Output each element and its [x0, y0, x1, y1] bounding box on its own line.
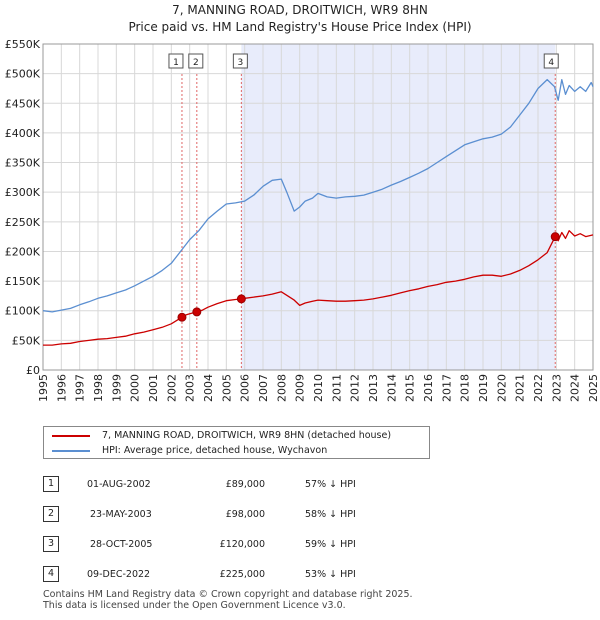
- x-tick-label: 1998: [92, 374, 105, 402]
- x-tick-label: 2025: [587, 374, 600, 402]
- y-tick-label: £550K: [5, 38, 41, 51]
- x-tick-label: 2013: [367, 374, 380, 402]
- transaction-hpi-diff: 53% ↓ HPI: [305, 569, 356, 580]
- sale-4-marker: 4: [543, 53, 559, 69]
- sale-4-marker-label: 4: [548, 58, 554, 68]
- sale-2-marker-box: [188, 53, 204, 69]
- sale-3-point: [236, 294, 246, 304]
- x-tick-label: 1997: [74, 374, 87, 402]
- x-tick-label: 2005: [220, 374, 233, 402]
- x-tick-label: 1999: [110, 374, 123, 402]
- legend-item-property: 7, MANNING ROAD, DROITWICH, WR9 8HN (det…: [52, 429, 391, 443]
- x-tick-label: 2017: [440, 374, 453, 402]
- x-tick-label: 2016: [422, 374, 435, 402]
- legend-label-hpi: HPI: Average price, detached house, Wych…: [102, 445, 328, 456]
- sale-1-point: [177, 312, 187, 322]
- sale-2-marker-label: 2: [193, 58, 199, 68]
- y-tick-label: £300K: [5, 186, 41, 199]
- transaction-date: 09-DEC-2022: [87, 569, 151, 580]
- table-row: 4 09-DEC-2022 £225,000 53% ↓ HPI: [43, 566, 403, 582]
- sale-4-point: [550, 232, 560, 242]
- x-tick-label: 2000: [129, 374, 142, 402]
- transaction-date: 23-MAY-2003: [90, 509, 152, 520]
- sale-1-marker-label: 1: [173, 58, 179, 68]
- y-tick-label: £150K: [5, 275, 41, 288]
- x-tick-label: 2009: [294, 374, 307, 402]
- transaction-number: 4: [43, 566, 59, 582]
- table-row: 1 01-AUG-2002 £89,000 57% ↓ HPI: [43, 476, 403, 492]
- transaction-price: £120,000: [219, 539, 265, 550]
- hpi-series-line: [42, 78, 594, 313]
- x-tick-label: 2010: [312, 374, 325, 402]
- sale-2-marker: 2: [188, 53, 204, 69]
- sale-3-marker-label: 3: [237, 58, 243, 68]
- transaction-hpi-diff: 58% ↓ HPI: [305, 509, 356, 520]
- sale-1-marker-box: [168, 53, 184, 69]
- transaction-number: 2: [43, 506, 59, 522]
- chart-title: 7, MANNING ROAD, DROITWICH, WR9 8HN Pric…: [0, 2, 600, 36]
- title-line-2: Price paid vs. HM Land Registry's House …: [128, 20, 472, 34]
- title-line-1: 7, MANNING ROAD, DROITWICH, WR9 8HN: [172, 3, 428, 17]
- y-tick-label: £200K: [5, 245, 41, 258]
- x-tick-label: 2002: [165, 374, 178, 402]
- x-tick-label: 2024: [569, 374, 582, 402]
- x-tick-label: 2019: [477, 374, 490, 402]
- legend-swatch-hpi: [52, 449, 90, 452]
- x-tick-label: 2020: [495, 374, 508, 402]
- y-tick-label: £500K: [5, 68, 41, 81]
- transaction-date: 28-OCT-2005: [90, 539, 153, 550]
- legend-label-property: 7, MANNING ROAD, DROITWICH, WR9 8HN (det…: [102, 430, 392, 441]
- ownership-shading: [241, 44, 556, 370]
- footer-copyright: Contains HM Land Registry data © Crown c…: [43, 589, 413, 600]
- property-series-line: [43, 230, 594, 346]
- y-tick-label: £100K: [5, 305, 41, 318]
- x-tick-label: 2004: [202, 374, 215, 402]
- x-tick-label: 2018: [459, 374, 472, 402]
- footer-license: This data is licensed under the Open Gov…: [43, 600, 346, 611]
- table-row: 3 28-OCT-2005 £120,000 59% ↓ HPI: [43, 536, 403, 552]
- x-tick-label: 2003: [184, 374, 197, 402]
- x-tick-label: 2023: [550, 374, 563, 402]
- price-chart: £0 £50K £100K £150K £200K £250K £300K £350K £400…: [5, 38, 600, 402]
- sale-2-point: [192, 307, 202, 317]
- transaction-hpi-diff: 57% ↓ HPI: [305, 479, 356, 490]
- sale-1-marker: 1: [168, 53, 184, 69]
- legend-swatch-property: [52, 434, 90, 437]
- x-tick-label: 2006: [239, 374, 252, 402]
- y-tick-label: £350K: [5, 157, 41, 170]
- transaction-price: £98,000: [225, 509, 265, 520]
- transaction-number: 1: [43, 476, 59, 492]
- y-tick-label: £400K: [5, 127, 41, 140]
- sale-4-marker-box: [543, 53, 559, 69]
- table-row: 2 23-MAY-2003 £98,000 58% ↓ HPI: [43, 506, 403, 522]
- sale-3-marker: 3: [232, 53, 248, 69]
- x-tick-label: 2014: [385, 374, 398, 402]
- y-tick-label: £250K: [5, 216, 41, 229]
- transaction-price: £89,000: [225, 479, 265, 490]
- sale-3-marker-box: [232, 53, 248, 69]
- legend-item-hpi: HPI: Average price, detached house, Wych…: [52, 444, 327, 458]
- footer: Contains HM Land Registry data © Crown c…: [43, 589, 413, 611]
- x-tick-label: 2012: [349, 374, 362, 402]
- x-tick-label: 2015: [404, 374, 417, 402]
- y-tick-label: £50K: [12, 334, 41, 347]
- y-tick-label: £450K: [5, 97, 41, 110]
- transaction-hpi-diff: 59% ↓ HPI: [305, 539, 356, 550]
- y-tick-label: £0: [26, 364, 40, 377]
- x-tick-label: 2008: [275, 374, 288, 402]
- plot-frame: [42, 43, 594, 371]
- transaction-price: £225,000: [219, 569, 265, 580]
- x-tick-label: 2007: [257, 374, 270, 402]
- x-tick-label: 1996: [55, 374, 68, 402]
- x-tick-label: 2011: [330, 374, 343, 402]
- transaction-number: 3: [43, 536, 59, 552]
- x-tick-label: 2001: [147, 374, 160, 402]
- x-tick-label: 1995: [37, 374, 50, 402]
- x-tick-label: 2021: [514, 374, 527, 402]
- legend: 7, MANNING ROAD, DROITWICH, WR9 8HN (det…: [43, 426, 430, 459]
- transaction-date: 01-AUG-2002: [87, 479, 151, 490]
- x-tick-label: 2022: [532, 374, 545, 402]
